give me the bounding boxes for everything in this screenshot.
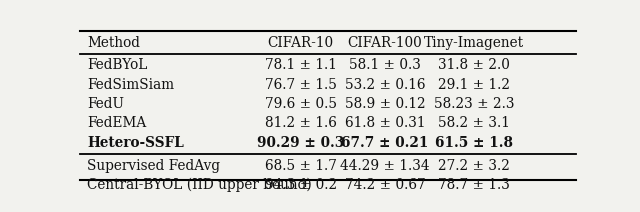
Text: 58.23 ± 2.3: 58.23 ± 2.3 (434, 97, 515, 111)
Text: Tiny-Imagenet: Tiny-Imagenet (424, 36, 524, 50)
Text: 94.3 ± 0.2: 94.3 ± 0.2 (265, 178, 337, 192)
Text: 29.1 ± 1.2: 29.1 ± 1.2 (438, 78, 510, 92)
Text: 78.7 ± 1.3: 78.7 ± 1.3 (438, 178, 510, 192)
Text: 76.7 ± 1.5: 76.7 ± 1.5 (265, 78, 337, 92)
Text: 68.5 ± 1.7: 68.5 ± 1.7 (265, 159, 337, 173)
Text: 67.7 ± 0.21: 67.7 ± 0.21 (341, 135, 429, 149)
Text: FedU: FedU (88, 97, 124, 111)
Text: 90.29 ± 0.3: 90.29 ± 0.3 (257, 135, 344, 149)
Text: 58.9 ± 0.12: 58.9 ± 0.12 (345, 97, 426, 111)
Text: 53.2 ± 0.16: 53.2 ± 0.16 (345, 78, 426, 92)
Text: 61.8 ± 0.31: 61.8 ± 0.31 (345, 116, 426, 130)
Text: FedSimSiam: FedSimSiam (88, 78, 175, 92)
Text: 44.29 ± 1.34: 44.29 ± 1.34 (340, 159, 430, 173)
Text: 31.8 ± 2.0: 31.8 ± 2.0 (438, 59, 510, 73)
Text: Method: Method (88, 36, 140, 50)
Text: CIFAR-100: CIFAR-100 (348, 36, 422, 50)
Text: 79.6 ± 0.5: 79.6 ± 0.5 (265, 97, 337, 111)
Text: 58.1 ± 0.3: 58.1 ± 0.3 (349, 59, 421, 73)
Text: 78.1 ± 1.1: 78.1 ± 1.1 (265, 59, 337, 73)
Text: 58.2 ± 3.1: 58.2 ± 3.1 (438, 116, 510, 130)
Text: Hetero-SSFL: Hetero-SSFL (88, 135, 184, 149)
Text: CIFAR-10: CIFAR-10 (268, 36, 334, 50)
Text: Central-BYOL (IID upper bound): Central-BYOL (IID upper bound) (88, 178, 312, 192)
Text: FedEMA: FedEMA (88, 116, 147, 130)
Text: 27.2 ± 3.2: 27.2 ± 3.2 (438, 159, 510, 173)
Text: FedBYoL: FedBYoL (88, 59, 148, 73)
Text: 74.2 ± 0.67: 74.2 ± 0.67 (345, 178, 426, 192)
Text: 61.5 ± 1.8: 61.5 ± 1.8 (435, 135, 513, 149)
Text: 81.2 ± 1.6: 81.2 ± 1.6 (265, 116, 337, 130)
Text: Supervised FedAvg: Supervised FedAvg (88, 159, 221, 173)
